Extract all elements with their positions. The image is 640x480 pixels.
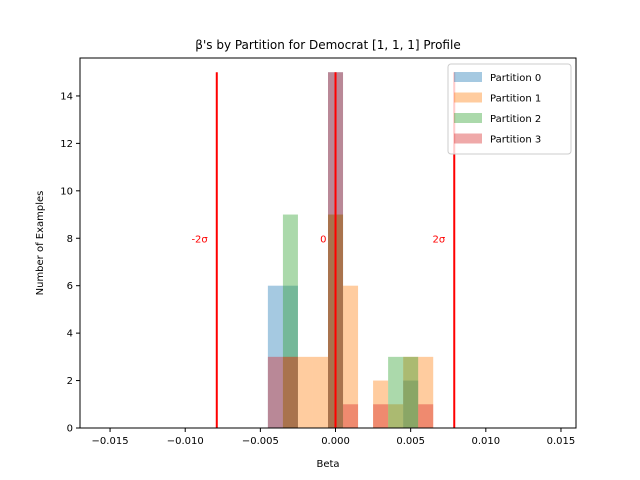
histogram-bar bbox=[418, 404, 434, 428]
x-tick-label: −0.010 bbox=[167, 436, 204, 447]
y-tick-label: 12 bbox=[60, 139, 73, 150]
y-tick-label: 10 bbox=[60, 186, 73, 197]
y-tick-label: 6 bbox=[67, 281, 73, 292]
histogram-bar bbox=[403, 356, 419, 428]
histogram-bar bbox=[282, 356, 298, 428]
histogram-bar bbox=[388, 356, 404, 428]
legend-label: Partition 2 bbox=[490, 114, 541, 125]
histogram-bar bbox=[373, 380, 389, 428]
legend-label: Partition 3 bbox=[490, 135, 541, 146]
y-axis-label: Number of Examples bbox=[35, 191, 46, 296]
x-axis-ticks: −0.015 −0.010 −0.005 0.000 0.005 0.010 0.015 bbox=[92, 428, 576, 447]
series-partition-1 bbox=[282, 214, 434, 428]
histogram-bar bbox=[388, 404, 404, 428]
histogram-bar bbox=[267, 285, 283, 428]
histogram-bar bbox=[312, 356, 328, 428]
x-tick-label: −0.005 bbox=[242, 436, 279, 447]
histogram-bar bbox=[282, 356, 298, 428]
histogram-bar bbox=[297, 356, 313, 428]
legend: Partition 0 Partition 1 Partition 2 Partiti… bbox=[447, 63, 572, 155]
histogram-bar bbox=[403, 356, 419, 428]
reference-line-label: 0 bbox=[320, 234, 326, 245]
x-tick-label: −0.015 bbox=[92, 436, 129, 447]
chart-title: β's by Partition for Democrat [1, 1, 1] … bbox=[195, 38, 460, 52]
legend-label: Partition 1 bbox=[490, 94, 541, 105]
histogram-bar bbox=[343, 404, 359, 428]
histogram-bar bbox=[282, 285, 298, 428]
legend-label: Partition 0 bbox=[490, 73, 541, 84]
x-axis-label: Beta bbox=[316, 459, 339, 470]
y-tick-label: 0 bbox=[67, 424, 73, 435]
histogram-bar bbox=[373, 404, 389, 428]
histogram-bar bbox=[403, 380, 419, 428]
x-tick-label: 0.010 bbox=[471, 436, 500, 447]
axes-frame bbox=[79, 57, 577, 429]
x-tick-label: 0.015 bbox=[547, 436, 576, 447]
histogram-bar bbox=[282, 214, 298, 428]
legend-swatch bbox=[454, 72, 482, 82]
legend-box bbox=[447, 63, 572, 155]
histogram-bar bbox=[418, 356, 434, 428]
y-tick-label: 4 bbox=[67, 329, 73, 340]
legend-swatch bbox=[454, 133, 482, 144]
plot-bars bbox=[267, 72, 434, 428]
histogram-bar bbox=[343, 285, 359, 428]
reference-line-label: 2σ bbox=[433, 234, 446, 245]
y-tick-label: 14 bbox=[60, 91, 73, 102]
legend-swatch bbox=[454, 92, 482, 103]
reference-line-label: -2σ bbox=[191, 234, 208, 245]
y-tick-label: 8 bbox=[67, 234, 73, 245]
y-tick-label: 2 bbox=[67, 376, 73, 387]
x-tick-label: 0.005 bbox=[396, 436, 425, 447]
histogram-bar bbox=[267, 356, 283, 428]
legend-swatch bbox=[454, 113, 482, 123]
x-tick-label: 0.000 bbox=[321, 436, 350, 447]
y-axis-ticks: 0 2 4 6 8 10 12 14 bbox=[60, 91, 80, 435]
